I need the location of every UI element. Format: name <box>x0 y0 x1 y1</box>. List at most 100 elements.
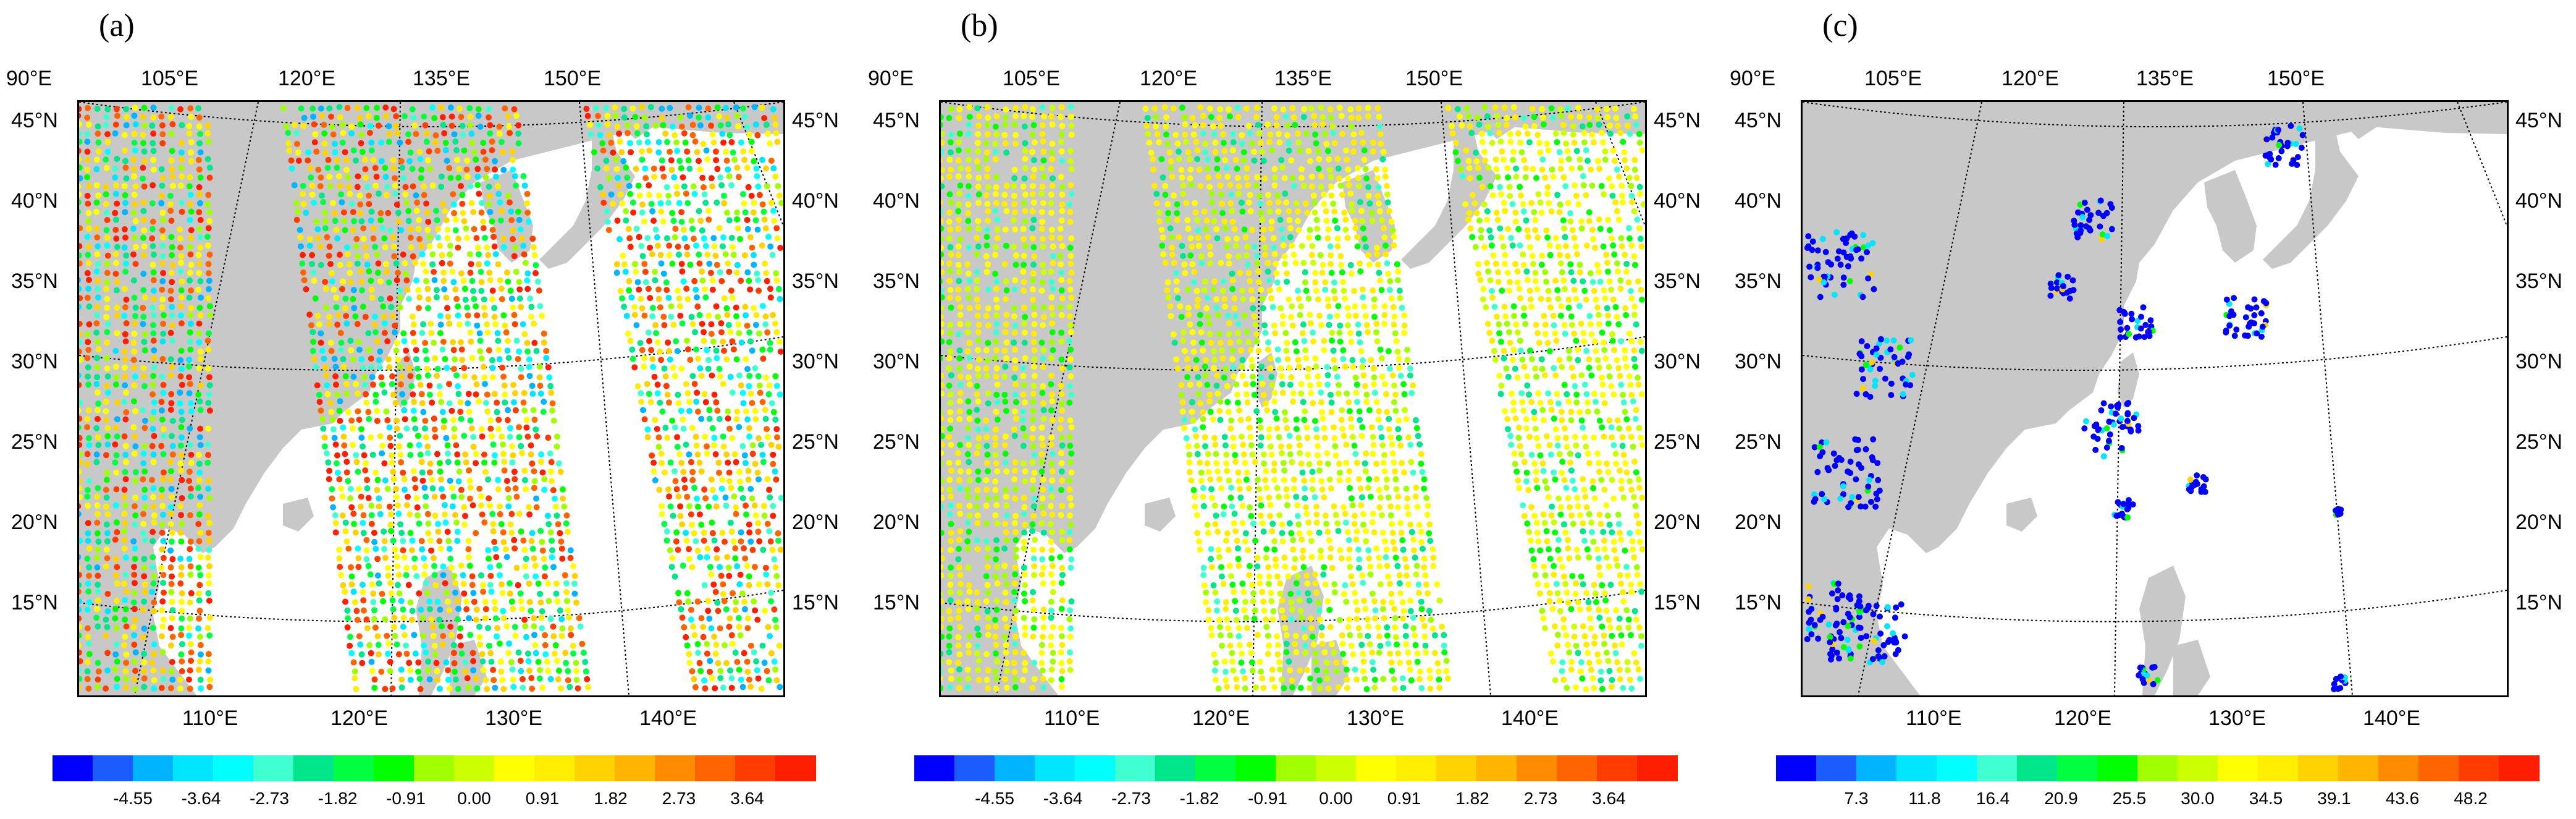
observation-point <box>395 502 401 509</box>
observation-point <box>186 123 193 130</box>
observation-point <box>140 132 146 138</box>
observation-point <box>748 192 755 199</box>
observation-point <box>1623 165 1630 172</box>
observation-point <box>941 199 943 206</box>
observation-point <box>1040 244 1046 250</box>
observation-point <box>1370 139 1376 146</box>
observation-point <box>655 434 662 441</box>
observation-point <box>406 511 413 518</box>
observation-point <box>1259 216 1266 223</box>
observation-point <box>1505 226 1512 232</box>
observation-point <box>1236 338 1243 345</box>
observation-point <box>510 227 516 234</box>
observation-point <box>196 140 203 146</box>
observation-point <box>1268 295 1274 302</box>
observation-point <box>149 415 156 422</box>
observation-point <box>1573 192 1580 199</box>
observation-point <box>394 563 401 569</box>
observation-point <box>1531 209 1538 216</box>
observation-point <box>1401 329 1408 336</box>
observation-point <box>495 477 502 483</box>
observation-point <box>764 581 771 588</box>
observation-point <box>382 174 389 180</box>
observation-point <box>631 303 638 310</box>
observation-point <box>667 356 673 363</box>
observation-point <box>499 433 505 440</box>
observation-point <box>495 347 502 354</box>
observation-point <box>326 244 333 250</box>
observation-point <box>941 225 945 232</box>
observation-point <box>1580 182 1587 189</box>
observation-point <box>374 556 381 562</box>
observation-point <box>86 321 93 328</box>
observation-point <box>473 303 479 310</box>
observation-point <box>957 303 964 310</box>
observation-point <box>773 573 780 579</box>
observation-point <box>720 139 727 146</box>
observation-point <box>984 173 990 180</box>
observation-point <box>403 572 410 579</box>
observation-point <box>141 443 148 449</box>
observation-point <box>363 391 369 397</box>
observation-point <box>1614 208 1620 214</box>
observation-point <box>1618 243 1625 250</box>
observation-point <box>329 278 335 285</box>
observation-point <box>965 210 972 216</box>
observation-point <box>499 581 505 588</box>
observation-point <box>322 150 329 156</box>
observation-point <box>1244 252 1250 259</box>
observation-point <box>723 157 730 164</box>
observation-point <box>1315 148 1322 155</box>
observation-point <box>446 685 453 692</box>
observation-point <box>177 182 184 189</box>
observation-point <box>1552 130 1559 137</box>
observation-point <box>103 355 110 362</box>
observation-point <box>1331 279 1337 286</box>
observation-point <box>465 320 471 327</box>
observation-point <box>1596 166 1602 172</box>
observation-point <box>1012 105 1019 111</box>
observation-point <box>727 519 734 526</box>
observation-point <box>114 529 120 535</box>
observation-point <box>196 200 203 206</box>
observation-point <box>718 329 725 336</box>
observation-point <box>1049 104 1056 111</box>
observation-point <box>409 537 416 544</box>
observation-point <box>1540 121 1547 128</box>
observation-point <box>507 580 513 587</box>
observation-point <box>1327 243 1334 250</box>
observation-point <box>1213 296 1220 303</box>
observation-point <box>657 252 664 258</box>
observation-point <box>1557 166 1564 172</box>
observation-point <box>767 286 773 292</box>
observation-point <box>370 381 376 388</box>
map-frame <box>939 100 1647 697</box>
observation-point <box>620 252 626 259</box>
observation-point <box>205 346 212 353</box>
observation-point <box>167 459 174 465</box>
observation-point <box>442 511 448 518</box>
observation-point <box>537 383 544 389</box>
observation-point <box>563 598 570 605</box>
observation-point <box>337 398 343 405</box>
observation-point <box>686 651 692 658</box>
observation-point <box>723 660 730 666</box>
observation-point <box>1292 339 1299 346</box>
observation-point <box>413 208 420 214</box>
observation-point <box>437 321 444 328</box>
observation-point <box>85 580 91 587</box>
observation-point <box>744 322 751 329</box>
observation-point <box>464 174 471 180</box>
observation-point <box>777 348 783 355</box>
observation-point <box>353 157 359 164</box>
observation-point <box>636 286 642 293</box>
observation-point <box>413 277 419 284</box>
observation-point <box>1301 337 1308 344</box>
observation-point <box>965 147 972 154</box>
observation-point <box>605 227 612 234</box>
observation-point <box>768 650 775 656</box>
observation-point <box>599 140 606 146</box>
observation-point <box>555 668 562 674</box>
observation-point <box>121 433 128 439</box>
observation-point <box>385 279 392 286</box>
